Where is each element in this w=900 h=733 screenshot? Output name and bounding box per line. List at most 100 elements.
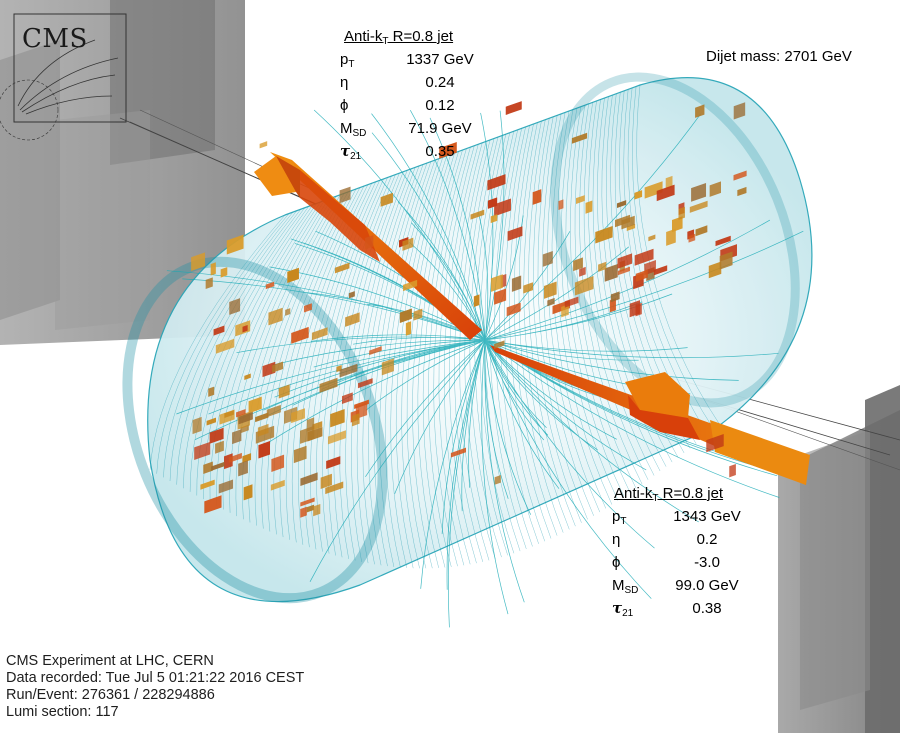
calorimeter-cell: [403, 279, 418, 292]
run-event-line: Run/Event: 276361 / 228294886: [6, 687, 215, 703]
calorimeter-cell: [595, 225, 613, 244]
calorimeter-cell: [210, 262, 216, 276]
calorimeter-cell: [257, 423, 269, 437]
calorimeter-cell: [487, 197, 498, 209]
calorimeter-cell: [357, 378, 373, 389]
calorimeter-cell: [405, 321, 412, 336]
calorimeter-cell: [399, 308, 412, 323]
calorimeter-cell: [369, 346, 382, 356]
calorimeter-cell: [327, 430, 346, 445]
calorimeter-cell: [341, 392, 353, 404]
calorimeter-cell: [255, 425, 275, 444]
calorimeter-cell: [621, 215, 635, 230]
calorimeter-cell: [585, 200, 593, 214]
calorimeter-cell: [733, 102, 746, 120]
calorimeter-cell: [691, 182, 707, 202]
jet-tower-lower: [490, 345, 810, 485]
calorimeter-cell: [306, 504, 315, 513]
calorimeter-cell: [604, 263, 618, 282]
calorimeter-cell: [218, 479, 234, 494]
calorimeter-cell: [490, 214, 498, 224]
jet2-panel: Anti-kT R=0.8 jet pT 1343 GeV η 0.2 ϕ -3.0 …: [612, 482, 747, 620]
calorimeter-cell: [272, 361, 284, 373]
jet1-panel: Anti-kT R=0.8 jet pT 1337 GeV η 0.24 ϕ 0.12…: [340, 25, 485, 163]
calorimeter-cell: [543, 281, 557, 299]
calorimeter-cell: [470, 209, 485, 220]
calorimeter-cell: [644, 181, 663, 199]
calorimeter-cell: [232, 429, 242, 445]
calorimeter-cell: [307, 426, 323, 442]
calorimeter-cell: [213, 325, 225, 336]
cms-logo-graphic: [0, 13, 127, 141]
calorimeter-cell: [206, 417, 216, 426]
calorimeter-cell: [351, 413, 360, 427]
jet1-phi-value: 0.12: [425, 97, 455, 114]
jet1-phi-row: ϕ 0.12: [340, 94, 485, 117]
calorimeter-cell: [300, 472, 318, 487]
jet1-eta-value: 0.24: [425, 74, 455, 91]
jet1-pt-value: 1337 GeV: [406, 51, 474, 68]
calorimeter-cell: [487, 174, 506, 191]
calorimeter-cell: [268, 307, 283, 326]
calorimeter-cell: [689, 200, 708, 213]
calorimeter-cell: [473, 294, 480, 308]
calorimeter-cell: [634, 248, 654, 266]
jet2-pt-row: pT 1343 GeV: [612, 505, 747, 528]
calorimeter-cell: [240, 424, 249, 434]
calorimeter-cell: [381, 358, 394, 376]
jet1-msd-value: 71.9 GeV: [408, 120, 472, 137]
recorded-line: Data recorded: Tue Jul 5 01:21:22 2016 C…: [6, 670, 305, 686]
calorimeter-cell: [330, 409, 345, 428]
calorimeter-cell: [236, 409, 246, 418]
calorimeter-cell: [285, 308, 291, 316]
calorimeter-cell: [205, 277, 213, 290]
jet2-msd-value: 99.0 GeV: [675, 577, 739, 594]
calorimeter-cell: [334, 262, 350, 274]
calorimeter-cell: [439, 141, 457, 159]
calorimeter-cell: [672, 216, 683, 233]
calorimeter-cell: [194, 441, 211, 461]
calorimeter-cell: [719, 251, 733, 270]
calorimeter-cell: [532, 189, 542, 205]
calorimeter-cell: [573, 257, 583, 272]
hcal-blocks-left: [0, 0, 341, 345]
calorimeter-cell: [564, 296, 579, 308]
calorimeter-cell: [224, 410, 234, 418]
jet1-title: Anti-kT R=0.8 jet: [344, 28, 454, 47]
calorimeter-cell: [242, 453, 252, 463]
calorimeter-cell: [494, 475, 501, 485]
calorimeter-cell: [610, 291, 620, 303]
calorimeter-cell: [678, 206, 685, 220]
calorimeter-cell: [695, 104, 705, 118]
calorimeter-cell: [258, 441, 271, 459]
calorimeter-cell: [494, 198, 511, 217]
jet1-tau21-value: 0.35: [425, 143, 455, 160]
calorimeter-cell: [616, 200, 627, 208]
jet1-pt-row: pT 1337 GeV: [340, 48, 485, 71]
calorimeter-cell: [312, 421, 323, 431]
calorimeter-cell: [238, 460, 248, 477]
calorimeter-cell: [293, 445, 307, 464]
calorimeter-hits-dark: [191, 101, 737, 517]
calorimeter-cell: [688, 233, 696, 243]
calorimeter-cell: [238, 411, 253, 425]
dijet-mass-label: Dijet mass: 2701 GeV: [706, 48, 852, 65]
calorimeter-cell: [265, 281, 275, 290]
calorimeter-cell: [278, 384, 290, 399]
calorimeter-cell: [200, 479, 215, 490]
calorimeter-cell: [306, 417, 315, 432]
calorimeter-cell: [242, 324, 248, 333]
calorimeter-cell: [547, 297, 555, 307]
jet2-msd-row: MSD 99.0 GeV: [612, 574, 747, 597]
calorimeter-cell: [204, 495, 222, 514]
calorimeter-cell: [262, 361, 276, 378]
calorimeter-cell: [320, 473, 332, 489]
jet2-phi-row: ϕ -3.0: [612, 551, 747, 574]
calorimeter-cell: [244, 373, 251, 380]
calorimeter-cell: [737, 186, 747, 197]
calorimeter-cell: [300, 506, 307, 518]
calorimeter-cell: [345, 312, 360, 327]
calorimeter-cell: [494, 288, 507, 305]
calorimeter-cell: [203, 461, 213, 474]
